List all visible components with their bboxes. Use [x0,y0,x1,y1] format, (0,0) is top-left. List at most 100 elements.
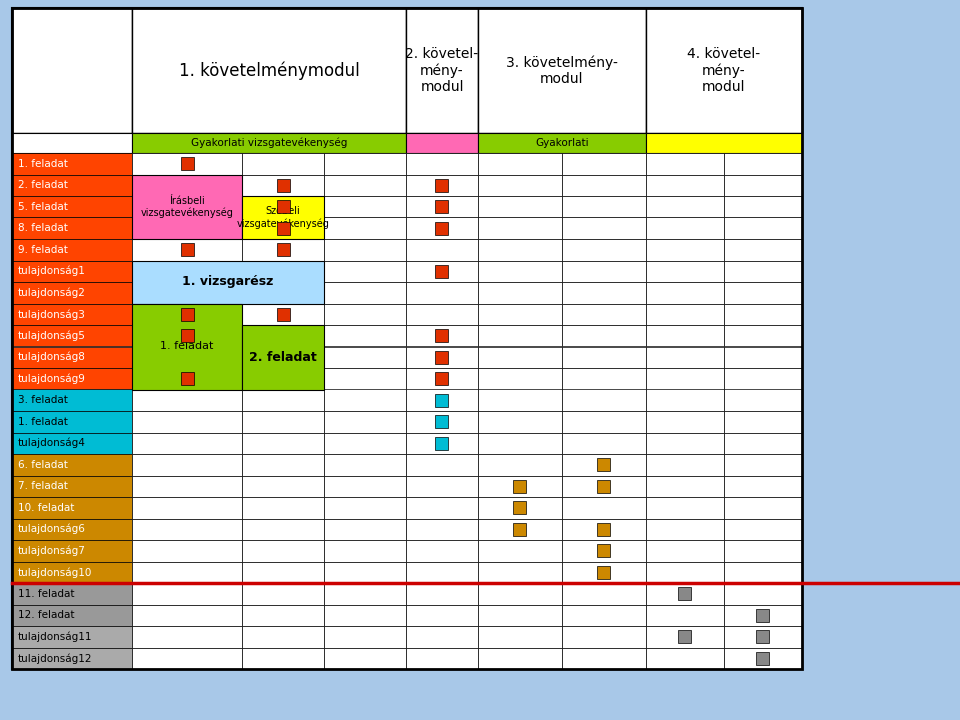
Bar [562,217,646,239]
Bar [646,605,724,626]
Bar [324,325,406,346]
Bar [756,630,770,643]
Bar [406,217,478,239]
Bar [242,540,324,562]
Bar [406,325,478,346]
Text: tulajdonság8: tulajdonság8 [18,352,85,362]
Bar [478,647,562,669]
Text: 3. feladat: 3. feladat [18,395,68,405]
Bar [646,133,802,153]
Bar [679,588,691,600]
Bar [756,608,770,622]
Bar [406,368,478,390]
Bar [724,605,802,626]
Bar [132,454,242,475]
Bar [562,261,646,282]
Bar [12,8,802,669]
Bar [478,217,562,239]
Bar [478,540,562,562]
Bar [406,153,478,174]
Bar [406,346,478,368]
Bar [242,497,324,518]
Text: 1. feladat: 1. feladat [160,341,214,351]
Bar [12,497,132,518]
Bar [132,153,242,174]
Bar [324,261,406,282]
Bar [646,518,724,540]
Text: tulajdonság2: tulajdonság2 [18,287,85,298]
Bar [242,647,324,669]
Bar [132,282,242,304]
Bar [646,368,724,390]
Bar [324,433,406,454]
Bar [724,626,802,647]
Bar [646,626,724,647]
Text: tulajdonság3: tulajdonság3 [18,309,85,320]
Bar [646,325,724,346]
Bar [646,390,724,411]
Bar [478,605,562,626]
Bar [406,239,478,261]
Bar [406,454,478,475]
Bar [679,630,691,643]
Bar [724,217,802,239]
Bar [406,497,478,518]
Bar [12,411,132,433]
Bar [756,652,770,665]
Bar [406,475,478,497]
Bar [242,325,324,346]
Bar [478,261,562,282]
Bar [436,372,448,385]
Bar [562,518,646,540]
Bar [562,239,646,261]
Bar [324,583,406,605]
Bar [132,647,242,669]
Bar [478,518,562,540]
Bar [324,368,406,390]
Bar [132,174,242,239]
Bar [562,626,646,647]
Text: tulajdonság10: tulajdonság10 [18,567,92,577]
Bar [724,368,802,390]
Text: tulajdonság12: tulajdonság12 [18,653,92,664]
Bar [276,243,290,256]
Bar [406,196,478,217]
Bar [724,390,802,411]
Bar [242,153,324,174]
Text: 11. feladat: 11. feladat [18,589,75,599]
Bar [724,518,802,540]
Bar [562,562,646,583]
Bar [180,329,194,342]
Bar [12,196,132,217]
Text: 1. feladat: 1. feladat [18,417,68,427]
Bar [436,329,448,342]
Text: 1. feladat: 1. feladat [18,158,68,168]
Bar [646,346,724,368]
Bar [478,346,562,368]
Bar [12,8,802,669]
Bar [562,433,646,454]
Bar [324,217,406,239]
Text: 2. feladat: 2. feladat [18,180,68,190]
Bar [324,196,406,217]
Bar [724,239,802,261]
Bar [324,605,406,626]
Bar [724,174,802,196]
Bar [132,8,406,133]
Bar [406,282,478,304]
Bar [132,390,242,411]
Bar [276,200,290,213]
Bar [646,475,724,497]
Text: tulajdonság6: tulajdonság6 [18,524,85,534]
Bar [324,497,406,518]
Bar [646,304,724,325]
Bar [562,346,646,368]
Text: 1. vizsgarész: 1. vizsgarész [182,276,274,289]
Bar [406,540,478,562]
Bar [646,497,724,518]
Bar [478,282,562,304]
Bar [724,647,802,669]
Bar [724,497,802,518]
Bar [242,196,324,217]
Bar [12,133,132,153]
